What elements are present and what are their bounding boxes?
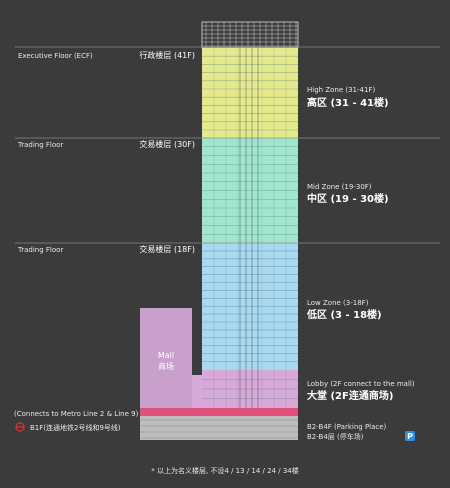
mall-label-cn: 商场 <box>158 361 174 371</box>
zone-label-cn: 高区 (31 - 41楼) <box>307 96 389 109</box>
floor-label-en: Trading Floor <box>17 246 63 254</box>
floor-label-cn: 交易楼层 (18F) <box>139 244 195 254</box>
high-zone-block <box>202 48 298 138</box>
floor-label-en: Trading Floor <box>17 141 63 149</box>
crown <box>201 21 299 49</box>
floor-label-cn: 交易楼层 (30F) <box>139 139 195 149</box>
parking-icon-letter: P <box>407 432 413 441</box>
floor-label-en: Executive Floor (ECF) <box>18 52 93 60</box>
metro-floor <box>140 408 298 416</box>
zone-label-en: High Zone (31-41F) <box>307 86 375 94</box>
zone-label-cn: 大堂 (2F连通商场) <box>307 389 393 402</box>
floor-label-cn: 行政楼层 (41F) <box>139 50 195 60</box>
footnote: * 以上为名义楼层, 不设4 / 13 / 14 / 24 / 34楼 <box>151 466 299 475</box>
metro-label-en: (Connects to Metro Line 2 & Line 9) <box>14 410 139 418</box>
mall-label-en: Mall <box>158 351 174 360</box>
zone-label-cn: 低区 (3 - 18楼) <box>306 308 382 321</box>
zone-label-en: Mid Zone (19-30F) <box>307 183 372 191</box>
floor-grid <box>140 48 298 439</box>
metro-label-cn: B1F(连通地铁2号线和9号线) <box>30 423 121 432</box>
parking-icon <box>405 431 415 441</box>
zone-label-cn: 中区 (19 - 30楼) <box>307 192 389 205</box>
zone-label-cn: B2-B4层 (停车场) <box>307 432 364 441</box>
zone-label-en: B2-B4F (Parking Place) <box>307 423 387 431</box>
zone-label-en: Lobby (2F connect to the mall) <box>307 380 415 388</box>
mall-link <box>192 375 202 408</box>
basement-block <box>140 416 298 440</box>
mall-block <box>140 308 192 408</box>
zone-label-en: Low Zone (3-18F) <box>307 299 369 307</box>
